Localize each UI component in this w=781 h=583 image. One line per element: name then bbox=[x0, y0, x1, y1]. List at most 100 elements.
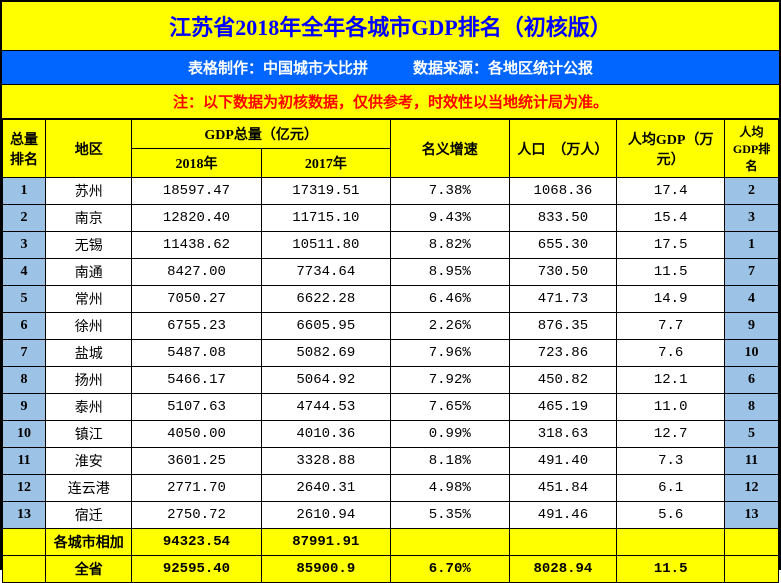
cell-pcgdp: 7.7 bbox=[617, 313, 725, 340]
cell-growth: 6.46% bbox=[390, 286, 509, 313]
data-table: 总量排名 地区 GDP总量（亿元） 名义增速 人口 （万人） 人均GDP（万元）… bbox=[2, 119, 779, 583]
cell-rank: 11 bbox=[3, 448, 46, 475]
cell-gdp2018: 11438.62 bbox=[132, 232, 261, 259]
cell-gdp2018: 5466.17 bbox=[132, 367, 261, 394]
cell-region: 连云港 bbox=[46, 475, 132, 502]
table-row: 4南通8427.007734.648.95%730.5011.57 bbox=[3, 259, 779, 286]
cell-gdp2018: 8427.00 bbox=[132, 259, 261, 286]
cell-growth: 7.96% bbox=[390, 340, 509, 367]
prov-growth: 6.70% bbox=[390, 556, 509, 583]
cell-pcgdp: 12.1 bbox=[617, 367, 725, 394]
cell-region: 南通 bbox=[46, 259, 132, 286]
sum-blank4 bbox=[617, 529, 725, 556]
cell-growth: 8.82% bbox=[390, 232, 509, 259]
cell-growth: 5.35% bbox=[390, 502, 509, 529]
cell-pcgdp: 17.5 bbox=[617, 232, 725, 259]
cell-pcrank: 10 bbox=[725, 340, 779, 367]
prov-pcgdp: 11.5 bbox=[617, 556, 725, 583]
cell-gdp2018: 5107.63 bbox=[132, 394, 261, 421]
prov-gdp2018: 92595.40 bbox=[132, 556, 261, 583]
cell-gdp2017: 6622.28 bbox=[261, 286, 390, 313]
cell-gdp2017: 5082.69 bbox=[261, 340, 390, 367]
cell-region: 徐州 bbox=[46, 313, 132, 340]
cell-region: 泰州 bbox=[46, 394, 132, 421]
cell-rank: 6 bbox=[3, 313, 46, 340]
header-pcgdp: 人均GDP（万元） bbox=[617, 120, 725, 178]
cell-gdp2018: 6755.23 bbox=[132, 313, 261, 340]
table-row: 6徐州6755.236605.952.26%876.357.79 bbox=[3, 313, 779, 340]
cell-gdp2017: 2610.94 bbox=[261, 502, 390, 529]
header-population: 人口 （万人） bbox=[509, 120, 617, 178]
cell-pcgdp: 11.0 bbox=[617, 394, 725, 421]
cell-growth: 0.99% bbox=[390, 421, 509, 448]
cell-rank: 10 bbox=[3, 421, 46, 448]
cell-pcrank: 5 bbox=[725, 421, 779, 448]
cell-region: 南京 bbox=[46, 205, 132, 232]
cell-pcrank: 9 bbox=[725, 313, 779, 340]
cell-pcgdp: 12.7 bbox=[617, 421, 725, 448]
header-gdp2017: 2017年 bbox=[261, 149, 390, 178]
cell-pop: 833.50 bbox=[509, 205, 617, 232]
table-row: 5常州7050.276622.286.46%471.7314.94 bbox=[3, 286, 779, 313]
cell-gdp2018: 2771.70 bbox=[132, 475, 261, 502]
cell-pcrank: 6 bbox=[725, 367, 779, 394]
sum-blank2 bbox=[390, 529, 509, 556]
page-title: 江苏省2018年全年各城市GDP排名（初核版） bbox=[2, 2, 779, 51]
cell-pcgdp: 15.4 bbox=[617, 205, 725, 232]
note-line: 注：以下数据为初核数据，仅供参考，时效性以当地统计局为准。 bbox=[2, 85, 779, 119]
cell-gdp2017: 4010.36 bbox=[261, 421, 390, 448]
table-row: 3无锡11438.6210511.808.82%655.3017.51 bbox=[3, 232, 779, 259]
cell-growth: 7.65% bbox=[390, 394, 509, 421]
cell-region: 无锡 bbox=[46, 232, 132, 259]
cell-gdp2017: 17319.51 bbox=[261, 178, 390, 205]
cell-pcgdp: 7.6 bbox=[617, 340, 725, 367]
sum-gdp2017: 87991.91 bbox=[261, 529, 390, 556]
cell-gdp2018: 12820.40 bbox=[132, 205, 261, 232]
cell-pop: 465.19 bbox=[509, 394, 617, 421]
prov-label: 全省 bbox=[46, 556, 132, 583]
cell-gdp2018: 4050.00 bbox=[132, 421, 261, 448]
cell-growth: 7.92% bbox=[390, 367, 509, 394]
cell-pcrank: 7 bbox=[725, 259, 779, 286]
cell-gdp2017: 10511.80 bbox=[261, 232, 390, 259]
table-row: 12连云港2771.702640.314.98%451.846.112 bbox=[3, 475, 779, 502]
prov-pop: 8028.94 bbox=[509, 556, 617, 583]
credit-line: 表格制作：中国城市大比拼 数据来源：各地区统计公报 bbox=[2, 51, 779, 85]
cell-pop: 655.30 bbox=[509, 232, 617, 259]
header-region: 地区 bbox=[46, 120, 132, 178]
cell-region: 扬州 bbox=[46, 367, 132, 394]
cell-gdp2017: 11715.10 bbox=[261, 205, 390, 232]
cell-growth: 4.98% bbox=[390, 475, 509, 502]
cell-growth: 7.38% bbox=[390, 178, 509, 205]
cell-pop: 471.73 bbox=[509, 286, 617, 313]
cell-pop: 491.46 bbox=[509, 502, 617, 529]
cell-pcgdp: 17.4 bbox=[617, 178, 725, 205]
cell-rank: 7 bbox=[3, 340, 46, 367]
cell-gdp2018: 7050.27 bbox=[132, 286, 261, 313]
table-row: 1苏州18597.4717319.517.38%1068.3617.42 bbox=[3, 178, 779, 205]
cell-pop: 450.82 bbox=[509, 367, 617, 394]
cell-gdp2017: 7734.64 bbox=[261, 259, 390, 286]
prov-gdp2017: 85900.9 bbox=[261, 556, 390, 583]
header-gdp-total: GDP总量（亿元） bbox=[132, 120, 391, 149]
header-growth: 名义增速 bbox=[390, 120, 509, 178]
table-row: 8扬州5466.175064.927.92%450.8212.16 bbox=[3, 367, 779, 394]
cell-region: 宿迁 bbox=[46, 502, 132, 529]
cell-gdp2017: 2640.31 bbox=[261, 475, 390, 502]
cell-pop: 451.84 bbox=[509, 475, 617, 502]
cell-region: 常州 bbox=[46, 286, 132, 313]
cell-pcrank: 3 bbox=[725, 205, 779, 232]
cell-pcgdp: 11.5 bbox=[617, 259, 725, 286]
cell-gdp2018: 2750.72 bbox=[132, 502, 261, 529]
cell-pcrank: 11 bbox=[725, 448, 779, 475]
cell-pcrank: 1 bbox=[725, 232, 779, 259]
header-rank: 总量排名 bbox=[3, 120, 46, 178]
cell-pcgdp: 7.3 bbox=[617, 448, 725, 475]
cell-rank: 12 bbox=[3, 475, 46, 502]
cell-rank: 5 bbox=[3, 286, 46, 313]
cell-gdp2017: 6605.95 bbox=[261, 313, 390, 340]
cell-rank: 4 bbox=[3, 259, 46, 286]
cell-pop: 318.63 bbox=[509, 421, 617, 448]
cell-rank: 2 bbox=[3, 205, 46, 232]
table-row: 9泰州5107.634744.537.65%465.1911.08 bbox=[3, 394, 779, 421]
